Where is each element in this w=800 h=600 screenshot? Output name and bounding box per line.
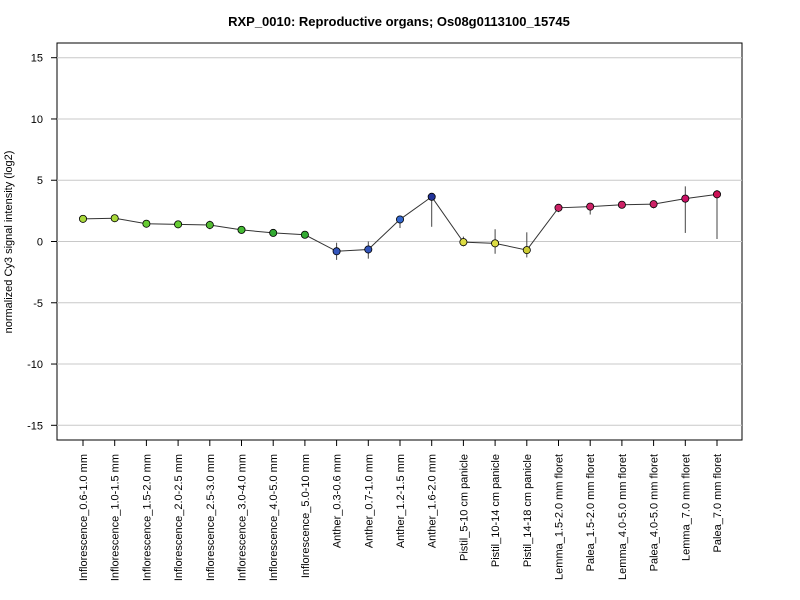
category-label: Inflorescence_4.0-5.0 mm bbox=[268, 454, 280, 581]
category-label: Palea_4.0-5.0 mm floret bbox=[649, 454, 661, 571]
y-ticks-layer: -15 -10 -5 0 5 10 15 bbox=[27, 53, 57, 432]
y-tick-label: 5 bbox=[37, 175, 43, 187]
category-label: Pistil_14-18 cm panicle bbox=[522, 454, 534, 567]
data-point bbox=[269, 228, 278, 237]
data-point bbox=[142, 219, 151, 228]
data-point bbox=[300, 230, 309, 239]
category-label: Lemma_4.0-5.0 mm floret bbox=[617, 454, 629, 580]
category-label: Inflorescence_2.0-2.5 mm bbox=[173, 454, 185, 581]
data-point bbox=[649, 200, 658, 209]
data-point bbox=[491, 239, 500, 248]
y-tick-label: -10 bbox=[27, 359, 43, 371]
data-point bbox=[174, 220, 183, 229]
data-point bbox=[554, 203, 563, 212]
y-tick-label: -5 bbox=[33, 298, 43, 310]
chart-title: RXP_0010: Reproductive organs; Os08g0113… bbox=[228, 14, 570, 29]
category-label: Palea_1.5-2.0 mm floret bbox=[585, 454, 597, 571]
x-ticks-layer bbox=[82, 440, 718, 446]
y-axis-label: normalized Cy3 signal intensity (log2) bbox=[3, 151, 15, 334]
category-label: Pistil_5-10 cm panicle bbox=[458, 454, 470, 561]
category-label: Inflorescence_3.0-4.0 mm bbox=[237, 454, 249, 581]
data-point bbox=[395, 215, 404, 224]
category-label: Inflorescence_2.5-3.0 mm bbox=[205, 454, 217, 581]
data-point bbox=[522, 246, 531, 255]
data-point bbox=[459, 238, 468, 247]
category-labels-layer: Inflorescence_0.6-1.0 mm Inflorescence_1.… bbox=[78, 454, 724, 581]
data-point bbox=[364, 245, 373, 254]
category-label: Anther_0.3-0.6 mm bbox=[332, 454, 344, 548]
data-point bbox=[617, 200, 626, 209]
data-point bbox=[332, 247, 341, 256]
data-point bbox=[79, 214, 88, 223]
category-label: Anther_1.2-1.5 mm bbox=[395, 454, 407, 548]
category-label: Pistil_10-14 cm panicle bbox=[490, 454, 502, 567]
data-point bbox=[586, 202, 595, 211]
category-label: Inflorescence_1.5-2.0 mm bbox=[141, 454, 153, 581]
category-label: Lemma_1.5-2.0 mm floret bbox=[554, 454, 566, 580]
y-tick-label: 10 bbox=[31, 114, 43, 126]
data-point bbox=[237, 225, 246, 234]
data-point bbox=[110, 214, 119, 223]
category-label: Inflorescence_5.0-10 mm bbox=[300, 454, 312, 578]
data-points-layer bbox=[79, 190, 722, 256]
data-point bbox=[205, 220, 214, 229]
data-point bbox=[681, 194, 690, 203]
category-label: Inflorescence_0.6-1.0 mm bbox=[78, 454, 90, 581]
category-label: Lemma_7.0 mm floret bbox=[680, 454, 692, 561]
y-tick-label: -15 bbox=[27, 420, 43, 432]
category-label: Anther_1.6-2.0 mm bbox=[427, 454, 439, 548]
grid-layer bbox=[57, 57, 742, 426]
y-tick-label: 0 bbox=[37, 237, 43, 249]
category-label: Anther_0.7-1.0 mm bbox=[363, 454, 375, 548]
data-point bbox=[713, 190, 722, 199]
category-label: Inflorescence_1.0-1.5 mm bbox=[110, 454, 122, 581]
y-tick-label: 15 bbox=[31, 53, 43, 65]
category-label: Palea_7.0 mm floret bbox=[712, 454, 724, 552]
data-point bbox=[427, 192, 436, 201]
